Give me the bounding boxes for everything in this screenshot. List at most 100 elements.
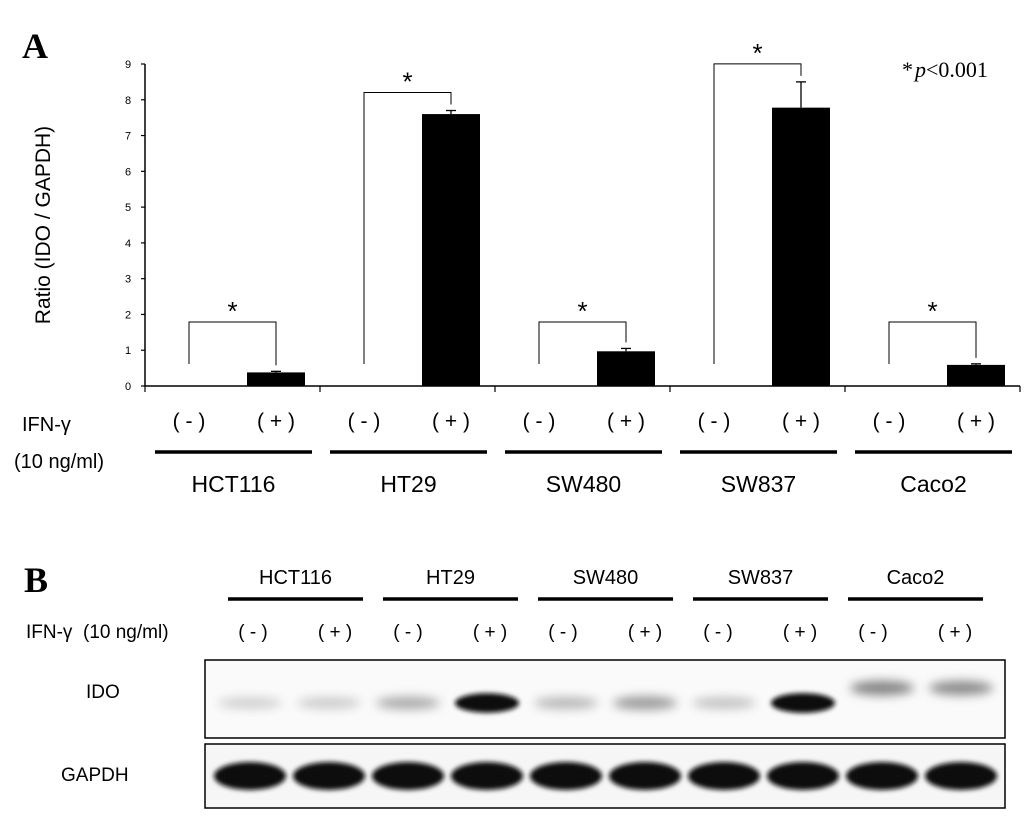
cell-line-label-b: Caco2: [887, 567, 945, 589]
ido-blot-bands: [218, 680, 993, 713]
gapdh-band: [846, 762, 918, 790]
ido-blot-label: IDO: [86, 682, 120, 703]
ido-band: [613, 696, 677, 710]
y-tick-label: 6: [125, 166, 131, 178]
gapdh-band: [293, 762, 365, 790]
cell-line-label: HCT116: [192, 471, 276, 497]
treatment-label-plus-b: ( + ): [938, 622, 972, 643]
treatment-label-minus: ( - ): [173, 410, 206, 433]
ido-band: [692, 697, 756, 709]
significance-star: *: [402, 67, 412, 97]
p-value-p: p: [913, 57, 926, 82]
treatment-label-minus: ( - ): [523, 410, 556, 433]
gapdh-band: [214, 762, 286, 790]
treatment-label-minus-b: ( - ): [238, 622, 268, 643]
bar: [247, 372, 305, 386]
ido-band: [534, 696, 598, 710]
treatment-label-plus: ( + ): [432, 410, 470, 433]
cell-line-label: HT29: [380, 471, 436, 497]
treatment-label-minus: ( - ): [698, 410, 731, 433]
significance-star: *: [752, 38, 762, 68]
ido-band: [297, 697, 361, 709]
cell-line-label: SW480: [546, 471, 621, 497]
treatment-label-plus-b: ( + ): [473, 622, 507, 643]
panel-a-treatment-labels: ( - ) ( + ) ( - ) ( + ) ( - ) ( + ) ( - ) ( + )…: [173, 410, 995, 433]
y-tick-label: 2: [125, 309, 131, 321]
bar: [772, 107, 830, 386]
treatment-label-plus: ( + ): [957, 410, 995, 433]
gapdh-band: [688, 762, 760, 790]
significance-bracket: [888, 321, 977, 364]
significance-bracket: [713, 63, 802, 364]
gapdh-band: [767, 762, 839, 790]
panel-b-letter: B: [24, 560, 48, 600]
significance-star: *: [927, 296, 937, 326]
chart-axes: 0 1 2 3 4 5 6 7 8 9: [125, 59, 1021, 393]
ifn-row-label-a: IFN-γ: [22, 414, 71, 436]
significance-star: *: [227, 296, 237, 326]
y-tick-label: 8: [125, 95, 131, 107]
cell-line-label: SW837: [721, 471, 796, 497]
bar: [947, 364, 1005, 386]
treatment-label-minus-b: ( - ): [548, 622, 578, 643]
y-axis-label: Ratio (IDO / GAPDH): [32, 126, 55, 324]
treatment-label-plus-b: ( + ): [628, 622, 662, 643]
cell-line-label-b: SW480: [573, 567, 639, 589]
chart-bars: [247, 107, 1005, 386]
y-tick-label: 9: [125, 59, 131, 71]
ido-band: [455, 693, 519, 713]
ido-blot-frame: [204, 659, 1006, 739]
ifn-row-label-b: IFN-γ (10 ng/ml): [26, 622, 169, 643]
ido-band: [850, 680, 914, 696]
treatment-label-plus: ( + ): [782, 410, 820, 433]
y-tick-label: 5: [125, 202, 131, 214]
treatment-label-minus-b: ( - ): [393, 622, 423, 643]
treatment-label-minus-b: ( - ): [858, 622, 888, 643]
cell-line-label-b: SW837: [728, 567, 794, 589]
ido-band: [929, 680, 993, 696]
ido-band: [771, 693, 835, 713]
treatment-label-minus: ( - ): [348, 410, 381, 433]
gapdh-band: [609, 762, 681, 790]
significance-star: *: [577, 296, 587, 326]
significance-bracket: [538, 321, 627, 364]
bar: [597, 351, 655, 386]
p-value-star: *: [902, 57, 913, 82]
ifn-concentration-label-a: (10 ng/ml): [14, 451, 104, 473]
panel-a-letter: A: [22, 26, 48, 66]
y-tick-label: 3: [125, 274, 131, 286]
treatment-label-plus: ( + ): [257, 410, 295, 433]
cell-line-label: Caco2: [900, 471, 966, 497]
bar: [422, 114, 480, 386]
significance-brackets: * * * * *: [188, 38, 977, 366]
treatment-label-plus: ( + ): [607, 410, 645, 433]
gapdh-band: [925, 762, 997, 790]
gapdh-band: [451, 762, 523, 790]
cell-line-label-b: HT29: [426, 567, 475, 589]
y-tick-label: 4: [125, 238, 131, 250]
treatment-label-minus-b: ( - ): [703, 622, 733, 643]
treatment-label-plus-b: ( + ): [783, 622, 817, 643]
treatment-label-plus-b: ( + ): [318, 622, 352, 643]
panel-a-cell-line-labels: HCT116 HT29 SW480 SW837 Caco2: [155, 450, 1012, 497]
gapdh-blot-bands: [214, 762, 997, 790]
error-bars: [271, 81, 981, 373]
ido-band: [218, 697, 282, 709]
p-value-threshold: <0.001: [926, 57, 988, 82]
significance-bracket: [363, 92, 452, 364]
gapdh-blot-label: GAPDH: [61, 765, 129, 786]
ido-band: [376, 696, 440, 710]
cell-line-label-b: HCT116: [259, 567, 332, 589]
y-tick-label: 1: [125, 345, 131, 357]
panel-b-cell-line-labels: HCT116 HT29 SW480 SW837 Caco2: [228, 567, 983, 601]
y-tick-label: 0: [125, 381, 131, 393]
panel-b-treatment-labels: ( - ) ( + ) ( - ) ( + ) ( - ) ( + ) ( - ) ( + )…: [238, 622, 972, 643]
treatment-label-minus: ( - ): [873, 410, 906, 433]
p-value-note: *p<0.001: [902, 57, 988, 82]
gapdh-band: [530, 762, 602, 790]
significance-bracket: [188, 321, 277, 366]
gapdh-band: [372, 762, 444, 790]
y-tick-label: 7: [125, 131, 131, 143]
